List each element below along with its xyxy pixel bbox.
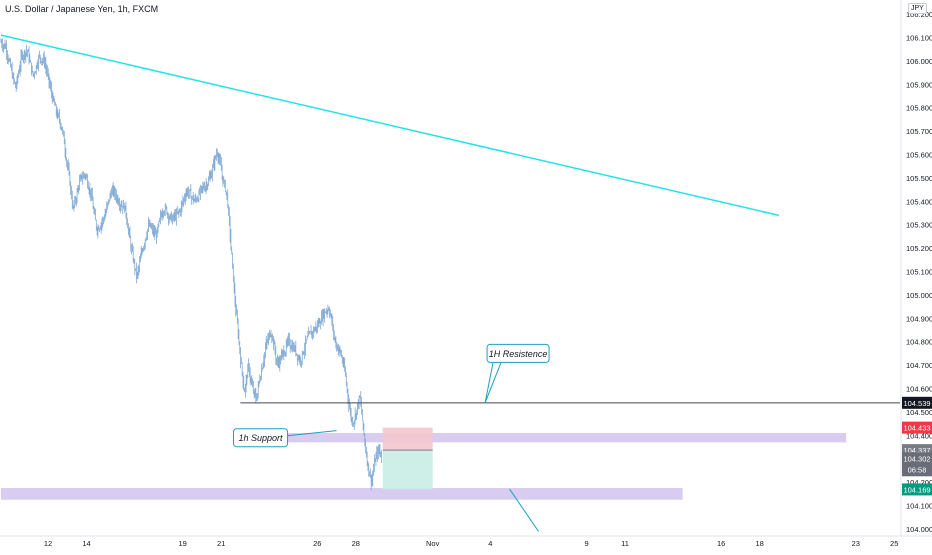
chart-title: U.S. Dollar / Japanese Yen, 1h, FXCM xyxy=(5,4,159,14)
target-price-label: 104.169 xyxy=(903,485,930,494)
resistance-price-label: 104.539 xyxy=(903,399,930,408)
zones xyxy=(0,427,847,500)
price-tick-label: 104.800 xyxy=(906,338,932,347)
price-tick-label: 104.900 xyxy=(906,314,932,323)
price-tick-label: 105.800 xyxy=(906,104,932,113)
price-tick-label: 104.500 xyxy=(906,408,932,417)
stop-price-label: 104.433 xyxy=(903,424,930,433)
price-tick-label: 105.500 xyxy=(906,174,932,183)
currency-button[interactable]: JPY xyxy=(908,3,927,14)
price-tick-label: 105.100 xyxy=(906,268,932,277)
price-tick-label: 104.400 xyxy=(906,431,932,440)
time-tick-label: 28 xyxy=(352,539,360,548)
lower-callout-pointer xyxy=(509,488,539,532)
support-callout-label: 1h Support xyxy=(239,433,284,443)
price-tick-label: 105.300 xyxy=(906,221,932,230)
price-tick-label: 106.000 xyxy=(906,57,932,66)
stop-loss-zone xyxy=(382,427,433,451)
lower-zone xyxy=(0,488,683,500)
stop-price-label-bg xyxy=(902,421,932,434)
time-tick-label: 21 xyxy=(217,539,225,548)
price-tick-label: 105.400 xyxy=(906,197,932,206)
time-axis: 12 14 19 21 26 28 Nov 4 9 11 16 18 23 25 xyxy=(44,539,898,548)
time-tick-label: 18 xyxy=(755,539,763,548)
price-tick-label: 105.700 xyxy=(906,127,932,136)
price-tick-label: 104.200 xyxy=(906,478,932,487)
time-tick-label: 23 xyxy=(852,539,860,548)
time-tick-label: 25 xyxy=(890,539,898,548)
support-callout-box xyxy=(233,428,289,448)
time-tick-label: 9 xyxy=(584,539,588,548)
support-callout-pointer xyxy=(287,430,337,437)
time-tick-label: 14 xyxy=(82,539,90,548)
countdown-label: 06:58 xyxy=(908,465,927,474)
price-tick-label: 104.700 xyxy=(906,361,932,370)
time-tick-label: 11 xyxy=(621,539,629,548)
current-price-label: 104.302 xyxy=(903,454,930,463)
price-tick-label: 104.000 xyxy=(906,525,932,534)
support-zone xyxy=(240,433,847,443)
price-tick-label: 105.200 xyxy=(906,244,932,253)
resistance-price-label-bg xyxy=(902,396,932,409)
price-tick-label: 106.100 xyxy=(906,33,932,42)
drawing-lines xyxy=(0,34,900,404)
price-tick-label: 105.000 xyxy=(906,291,932,300)
resistance-callout-label: 1H Resistence xyxy=(489,349,548,359)
grid xyxy=(0,0,932,537)
callouts: 1H Resistence 1h Support xyxy=(233,343,550,532)
time-tick-label: 4 xyxy=(488,539,492,548)
price-tick-label: 105.600 xyxy=(906,150,932,159)
time-tick-label: 26 xyxy=(313,539,321,548)
time-tick-label: 19 xyxy=(179,539,187,548)
entry-price-label: 104.337 xyxy=(903,446,930,455)
candles xyxy=(0,38,382,491)
resistance-callout-box xyxy=(486,343,550,363)
price-tick-label: 104.100 xyxy=(906,502,932,511)
price-tick-label: 104.600 xyxy=(906,385,932,394)
current-price-bg xyxy=(902,452,932,477)
take-profit-zone xyxy=(382,450,433,490)
time-tick-label: 12 xyxy=(44,539,52,548)
resistance-callout-pointer xyxy=(484,362,502,404)
price-tick-label: 105.900 xyxy=(906,80,932,89)
target-price-label-bg xyxy=(902,483,932,496)
trendline xyxy=(0,34,780,217)
time-tick-label: Nov xyxy=(426,539,440,548)
time-tick-label: 16 xyxy=(717,539,725,548)
price-tick-label: 106.200 xyxy=(906,10,932,19)
